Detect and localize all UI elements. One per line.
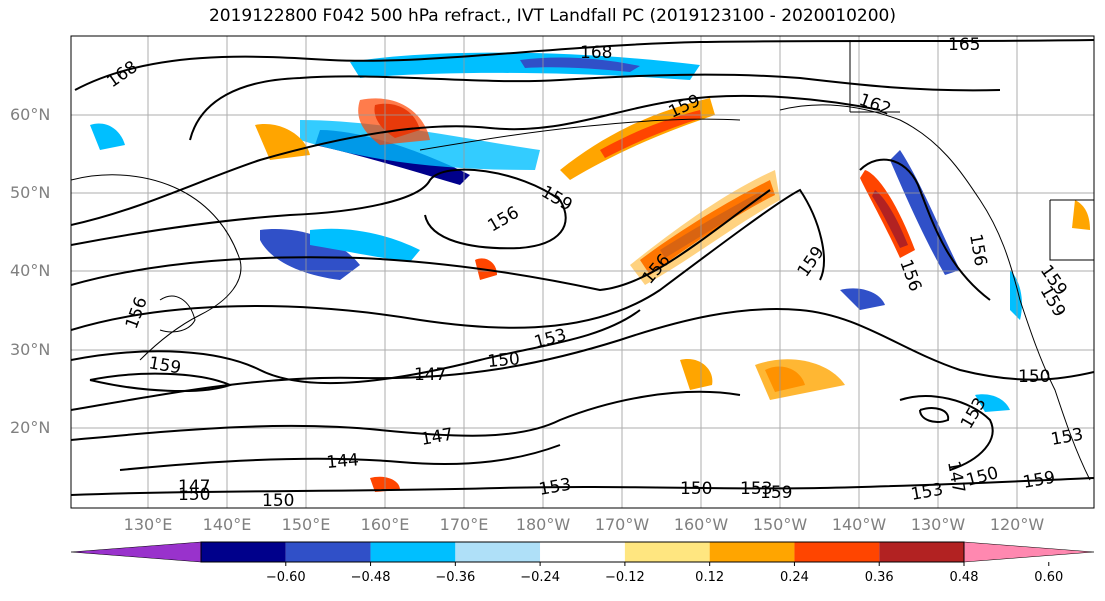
shade-positive-north-jet-core	[600, 110, 702, 158]
colorbar-tick-label: −0.36	[435, 570, 476, 585]
contour-line	[859, 158, 991, 301]
shade-negative-jet-halo	[300, 120, 540, 170]
colorbar-tick-label: −0.12	[604, 570, 645, 585]
contour-line	[71, 94, 881, 226]
coastlines	[71, 40, 1094, 481]
shade-negative-pac	[840, 288, 885, 310]
shade-negative-south	[975, 394, 1010, 412]
longitude-label: 120°W	[989, 515, 1045, 534]
contour-line	[71, 308, 1094, 411]
longitude-label: 170°W	[594, 515, 650, 534]
colorbar-bin	[709, 542, 795, 562]
shade-positive-band-halo	[630, 170, 780, 285]
latitude-label: 60°N	[10, 105, 51, 124]
colorbar-bin	[879, 542, 964, 562]
contour-line	[119, 444, 561, 471]
contour-line	[71, 390, 741, 441]
map-background	[71, 36, 1094, 508]
shade-positive-coast	[1072, 200, 1090, 230]
border-canada	[849, 40, 1094, 261]
colorbar-extend-low	[70, 541, 202, 563]
longitude-label: 160°W	[673, 515, 729, 534]
contour-label: 150	[487, 349, 521, 372]
shade-negative-coast	[1010, 270, 1022, 320]
latitude-label: 50°N	[10, 183, 51, 202]
map-title: 2019122800 F042 500 hPa refract., IVT La…	[208, 6, 896, 26]
colorbar-bin	[624, 542, 710, 562]
colorbar-tick-label: 0.24	[779, 570, 809, 585]
colorbar-bin	[540, 542, 625, 562]
colorbar	[70, 541, 1095, 566]
contour-label: 153	[740, 479, 772, 499]
coastline-asia	[71, 174, 242, 361]
contour-line	[899, 395, 994, 471]
contour-label: 159	[760, 483, 792, 503]
contour-line	[71, 477, 1094, 496]
coastline-alaska	[779, 104, 1021, 301]
contour-line	[919, 407, 950, 423]
longitude-label: 150°E	[281, 515, 331, 534]
colorbar-bin	[285, 542, 371, 562]
shade-positive-east-core	[872, 190, 908, 248]
contour-label: 150	[1018, 367, 1050, 387]
colorbar-bin	[455, 542, 541, 562]
contour-line	[189, 73, 1001, 141]
longitude-label: 160°E	[360, 515, 410, 534]
contour-label: 150	[680, 479, 712, 499]
contour-label: 144	[326, 450, 360, 473]
colorbar-bin	[201, 542, 286, 562]
shade-negative-north-core	[520, 57, 640, 72]
contour-line	[71, 188, 825, 331]
colorbar-tick-label: −0.48	[350, 570, 391, 585]
contour-label: 147	[414, 365, 446, 385]
colorbar-tick-label: 0.12	[695, 570, 725, 585]
shaded-field	[90, 52, 1090, 492]
shade-positive-south-halo	[755, 359, 845, 400]
coastline-aleutians	[419, 118, 741, 151]
longitude-label: 130°E	[123, 515, 173, 534]
colorbar-frame	[200, 541, 965, 563]
map-area	[71, 36, 1094, 508]
colorbar-tick-label: 0.60	[1034, 570, 1064, 585]
contour-line	[74, 39, 1094, 91]
latitude-label: 30°N	[10, 340, 51, 359]
coastline-japan	[159, 295, 196, 333]
longitude-label: 180°W	[515, 515, 571, 534]
colorbar-tick-label: −0.24	[520, 570, 561, 585]
colorbar-bin	[794, 542, 880, 562]
map-frame	[70, 35, 1095, 509]
shade-negative-west	[260, 229, 360, 280]
refractivity-contours	[71, 39, 1094, 496]
colorbar-tick-label: 0.48	[949, 570, 979, 585]
longitude-label: 140°W	[831, 515, 887, 534]
contour-line	[71, 168, 567, 250]
colorbar-extend-high	[963, 541, 1095, 563]
shade-positive-pac	[680, 359, 713, 390]
colorbar-bin	[370, 542, 456, 562]
coastline-na-west	[1019, 299, 1091, 481]
longitude-label: 150°W	[752, 515, 808, 534]
contour-label: 168	[580, 43, 612, 63]
contour-line	[71, 309, 641, 385]
contour-line	[71, 189, 771, 292]
contour-label: 150	[178, 485, 210, 505]
colorbar-tick-label: −0.60	[265, 570, 306, 585]
contour-label: 150	[262, 491, 294, 511]
latitude-label: 20°N	[10, 418, 51, 437]
colorbar-tick-label: 0.36	[864, 570, 894, 585]
latitude-label: 40°N	[10, 261, 51, 280]
contour-label: 147	[178, 477, 210, 497]
longitude-label: 130°W	[910, 515, 966, 534]
longitude-label: 170°E	[439, 515, 489, 534]
shade-negative-nw	[90, 123, 125, 150]
contour-label: 165	[948, 35, 980, 55]
longitude-label: 140°E	[202, 515, 252, 534]
shade-negative-mid	[310, 228, 420, 262]
